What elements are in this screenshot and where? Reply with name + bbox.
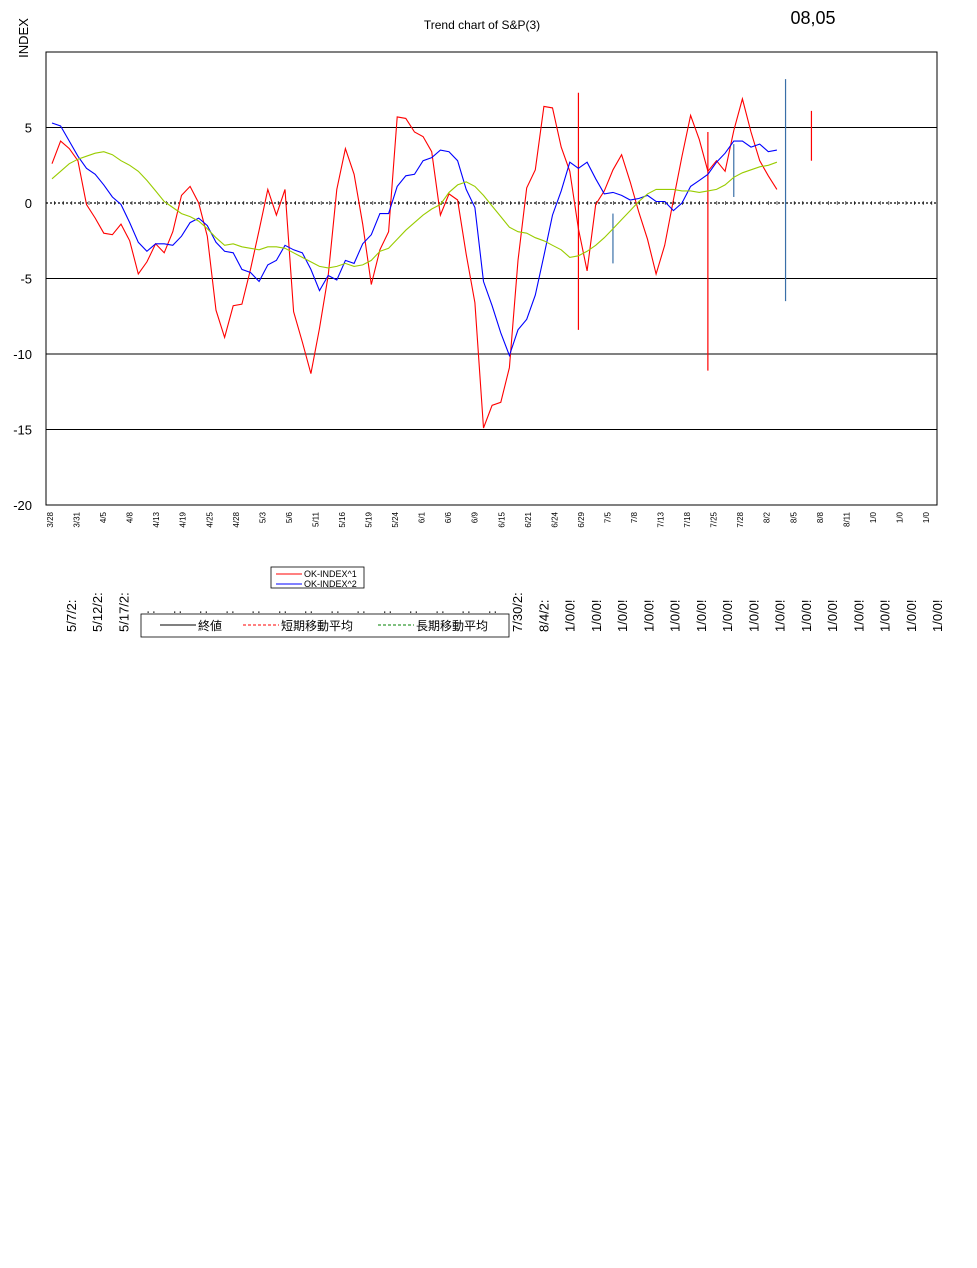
secondary-x-label: 1/0/0! xyxy=(615,599,630,632)
x-tick-label: 4/13 xyxy=(152,511,161,527)
x-tick-label: 6/29 xyxy=(577,511,586,527)
x-tick-label: 8/5 xyxy=(789,511,798,523)
chart-title: Trend chart of S&P(3) xyxy=(424,18,540,32)
x-tick-label: 6/9 xyxy=(471,511,480,523)
secondary-x-label: 1/0/0! xyxy=(641,599,656,632)
secondary-x-label: 1/0/0! xyxy=(589,599,604,632)
x-tick-label: 5/19 xyxy=(365,511,374,527)
x-tick-label: 5/11 xyxy=(311,511,320,527)
secondary-x-label: 1/0/0! xyxy=(799,599,814,632)
y-axis-label: INDEX xyxy=(16,18,31,58)
x-tick-label: 4/28 xyxy=(232,511,241,527)
x-tick-label: 4/5 xyxy=(99,511,108,523)
x-tick-label: 4/8 xyxy=(126,511,135,523)
legend-label: 短期移動平均 xyxy=(281,619,353,633)
x-tick-label: 3/31 xyxy=(73,511,82,527)
x-tick-label: 1/0 xyxy=(895,511,904,523)
secondary-x-label: 5/7/2: xyxy=(64,599,79,632)
x-tick-label: 7/8 xyxy=(630,511,639,523)
x-tick-label: 7/25 xyxy=(710,511,719,527)
x-tick-label: 5/3 xyxy=(258,511,267,523)
y-tick-label: -20 xyxy=(13,498,32,513)
legend-label: OK-INDEX^2 xyxy=(304,579,357,589)
y-tick-label: -15 xyxy=(13,423,32,438)
x-tick-label: 6/6 xyxy=(444,511,453,523)
x-tick-label: 4/25 xyxy=(205,511,214,527)
secondary-x-label: 1/0/0! xyxy=(694,599,709,632)
x-tick-label: 8/11 xyxy=(842,511,851,527)
legend-label: 長期移動平均 xyxy=(416,619,488,633)
secondary-x-label: 1/0/0! xyxy=(825,599,840,632)
x-tick-label: 6/1 xyxy=(418,511,427,523)
x-tick-label: 5/6 xyxy=(285,511,294,523)
series-line-2 xyxy=(51,122,778,358)
secondary-x-label: 1/0/0! xyxy=(563,599,578,632)
secondary-x-label: 7/30/2: xyxy=(510,592,525,632)
x-tick-label: 1/0 xyxy=(922,511,931,523)
x-tick-label: 7/13 xyxy=(657,511,666,527)
y-tick-label: -5 xyxy=(20,272,32,287)
secondary-x-label: 1/0/0! xyxy=(878,599,893,632)
legend-lower-box xyxy=(140,613,510,638)
x-tick-label: 6/21 xyxy=(524,511,533,527)
secondary-x-label: 1/0/0! xyxy=(668,599,683,632)
secondary-x-label: 1/0/0! xyxy=(746,599,761,632)
x-tick-label: 1/0 xyxy=(869,511,878,523)
series-line-1 xyxy=(51,96,778,429)
x-tick-label: 7/5 xyxy=(603,511,612,523)
x-tick-label: 8/2 xyxy=(763,511,772,523)
secondary-x-label: 8/4/2: xyxy=(536,599,551,632)
legend-upper-box xyxy=(270,566,365,589)
secondary-x-label: 1/0/0! xyxy=(773,599,788,632)
date-stamp: 08,05 xyxy=(790,8,835,28)
y-tick-label: 0 xyxy=(25,196,32,211)
secondary-x-label: 1/0/0! xyxy=(930,599,945,632)
y-tick-label: 5 xyxy=(25,121,32,136)
legend-label: 終値 xyxy=(198,618,222,633)
x-tick-label: 6/24 xyxy=(550,511,559,527)
secondary-x-label: 1/0/0! xyxy=(904,599,919,632)
x-tick-label: 5/16 xyxy=(338,511,347,527)
x-tick-label: 5/24 xyxy=(391,511,400,527)
secondary-x-label: 5/12/2: xyxy=(90,592,105,632)
x-tick-label: 6/15 xyxy=(497,511,506,527)
x-tick-label: 3/28 xyxy=(46,511,55,527)
legend-label: OK-INDEX^1 xyxy=(304,569,357,579)
secondary-x-label: 5/17/2: xyxy=(116,592,131,632)
x-tick-label: 7/18 xyxy=(683,511,692,527)
secondary-x-label: 1/0/0! xyxy=(720,599,735,632)
x-tick-label: 4/19 xyxy=(179,511,188,527)
secondary-x-label: 1/0/0! xyxy=(851,599,866,632)
x-tick-label: 8/8 xyxy=(816,511,825,523)
y-tick-label: -10 xyxy=(13,347,32,362)
x-tick-label: 7/28 xyxy=(736,511,745,527)
series-line-3 xyxy=(51,151,778,269)
